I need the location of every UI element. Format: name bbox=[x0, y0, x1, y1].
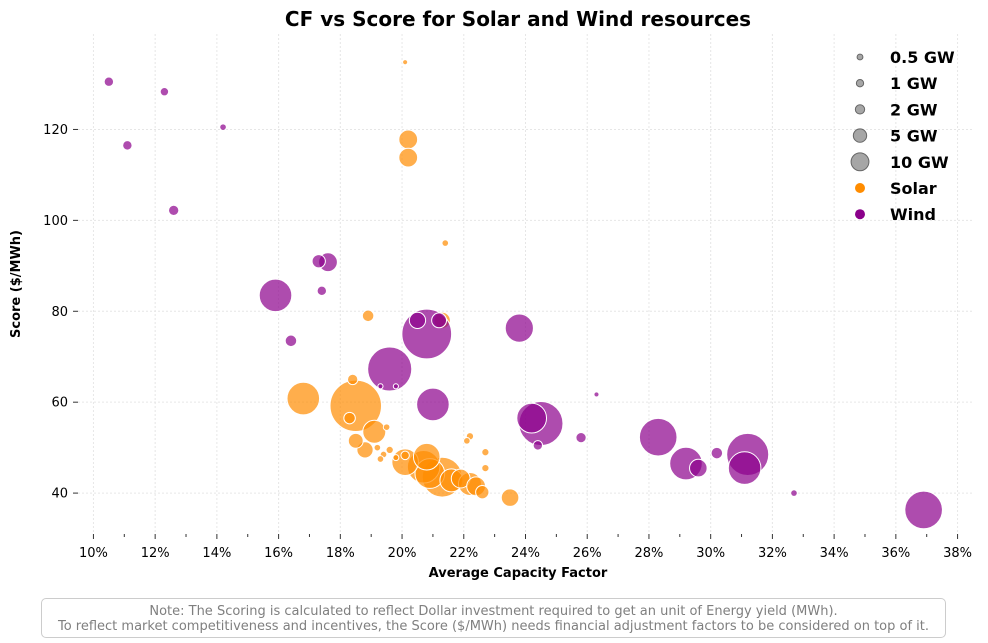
y-tick-label: 80 bbox=[51, 305, 68, 320]
y-axis-tick-labels: 40 60 80 100 120 bbox=[43, 123, 78, 502]
x-tick-label: 20% bbox=[388, 546, 417, 561]
wind-point bbox=[367, 346, 413, 392]
x-tick-label: 36% bbox=[881, 546, 910, 561]
solar-point bbox=[392, 454, 400, 462]
grid-lines bbox=[78, 34, 973, 534]
wind-point bbox=[284, 334, 298, 348]
x-tick-label: 26% bbox=[573, 546, 602, 561]
legend-size-marker bbox=[852, 128, 868, 143]
solar-point bbox=[382, 423, 391, 432]
x-tick-label: 12% bbox=[141, 546, 170, 561]
wind-point bbox=[638, 417, 678, 457]
wind-point bbox=[377, 383, 384, 390]
solar-point bbox=[347, 432, 364, 449]
legend-wind-marker bbox=[855, 209, 865, 220]
solar-point bbox=[343, 411, 356, 425]
wind-point bbox=[258, 278, 293, 313]
wind-point bbox=[168, 204, 180, 217]
solar-point bbox=[441, 239, 450, 247]
x-tick-label: 34% bbox=[820, 546, 849, 561]
wind-point bbox=[575, 431, 587, 444]
solar-point bbox=[373, 443, 382, 452]
solar-point bbox=[412, 442, 441, 471]
solar-point bbox=[362, 419, 387, 444]
wind-point bbox=[727, 451, 762, 485]
solar-point bbox=[385, 445, 394, 455]
wind-point bbox=[408, 311, 427, 330]
solar-point bbox=[500, 488, 520, 507]
legend-size-label: 5 GW bbox=[890, 127, 938, 146]
solar-point bbox=[398, 129, 419, 150]
solar-point bbox=[463, 436, 471, 445]
wind-point bbox=[122, 140, 133, 151]
wind-point bbox=[219, 123, 227, 132]
legend-size-label: 10 GW bbox=[890, 153, 949, 172]
legend-size-label: 0.5 GW bbox=[890, 48, 955, 67]
wind-point bbox=[710, 446, 724, 460]
wind-point bbox=[316, 285, 328, 297]
wind-point bbox=[311, 254, 326, 269]
data-points bbox=[103, 59, 943, 530]
wind-point bbox=[904, 490, 943, 530]
wind-point bbox=[532, 440, 544, 451]
y-tick-label: 120 bbox=[43, 123, 68, 138]
wind-point bbox=[103, 76, 115, 87]
wind-point bbox=[431, 312, 448, 329]
note-line-1: Note: The Scoring is calculated to refle… bbox=[149, 604, 838, 619]
legend-size-marker bbox=[854, 104, 866, 115]
legend-solar-marker bbox=[855, 183, 865, 193]
solar-point bbox=[398, 147, 419, 168]
x-tick-label: 10% bbox=[79, 546, 108, 561]
legend-size-label: 2 GW bbox=[890, 100, 938, 119]
x-tick-label: 28% bbox=[634, 546, 663, 561]
solar-point bbox=[361, 309, 375, 323]
x-tick-label: 16% bbox=[264, 546, 293, 561]
wind-point bbox=[593, 391, 600, 398]
legend: 0.5 GW 1 GW 2 GW 5 GW 10 GW Solar Wind bbox=[850, 48, 955, 224]
minor-ticks bbox=[123, 534, 928, 537]
x-tick-label: 22% bbox=[449, 546, 478, 561]
wind-point bbox=[392, 383, 399, 390]
wind-point bbox=[159, 87, 170, 97]
solar-point bbox=[286, 381, 321, 416]
solar-point bbox=[376, 455, 385, 463]
solar-point bbox=[402, 59, 409, 66]
solar-point bbox=[400, 450, 410, 461]
x-axis-label: Average Capacity Factor bbox=[429, 566, 608, 581]
note-line-2: To reflect market competitiveness and in… bbox=[57, 619, 930, 634]
x-tick-label: 32% bbox=[758, 546, 787, 561]
chart-title: CF vs Score for Solar and Wind resources bbox=[285, 7, 751, 31]
legend-size-marker bbox=[850, 152, 870, 172]
x-tick-label: 38% bbox=[943, 546, 972, 561]
legend-size-label: 1 GW bbox=[890, 74, 938, 93]
legend-wind-label: Wind bbox=[890, 205, 936, 224]
note-box: Note: The Scoring is calculated to refle… bbox=[41, 598, 946, 638]
y-tick-label: 60 bbox=[51, 396, 68, 411]
x-tick-label: 24% bbox=[511, 546, 540, 561]
wind-point bbox=[516, 402, 548, 434]
y-tick-label: 40 bbox=[51, 487, 68, 502]
legend-solar-label: Solar bbox=[890, 179, 937, 198]
wind-point bbox=[689, 458, 708, 478]
solar-point bbox=[475, 485, 490, 500]
y-tick-label: 100 bbox=[43, 214, 68, 229]
wind-point bbox=[790, 489, 798, 497]
wind-point bbox=[416, 387, 450, 422]
x-tick-label: 30% bbox=[696, 546, 725, 561]
solar-point bbox=[481, 463, 490, 473]
legend-size-marker bbox=[855, 79, 865, 88]
solar-point bbox=[347, 373, 359, 386]
solar-point bbox=[481, 448, 490, 457]
y-axis-label: Score ($/MWh) bbox=[9, 230, 24, 338]
x-tick-label: 14% bbox=[202, 546, 231, 561]
x-tick-label: 18% bbox=[326, 546, 355, 561]
x-axis-tick-labels: 10% 12% 14% 16% 18% 20% 22% 24% 26% 28% 30% 32% 34% 3… bbox=[79, 534, 972, 561]
wind-point bbox=[504, 313, 534, 343]
legend-size-marker bbox=[856, 53, 864, 61]
